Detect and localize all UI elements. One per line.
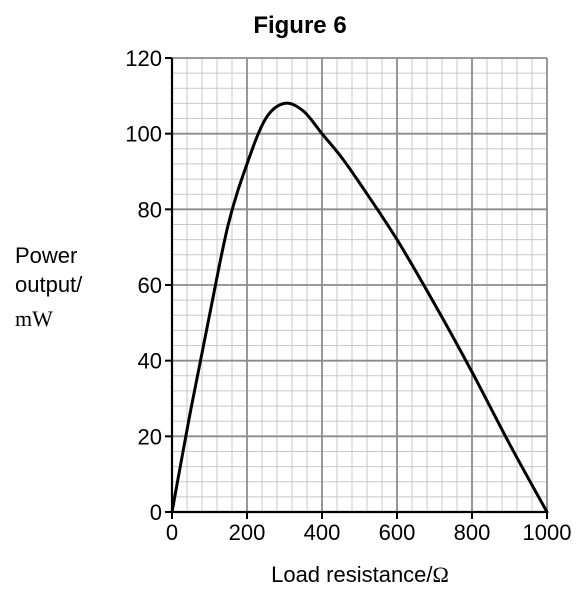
major-gridlines (171, 57, 548, 513)
y-tick-label: 80 (138, 197, 162, 222)
x-tick-label: 600 (379, 520, 416, 545)
power-curve-line (170, 101, 549, 514)
x-tick-label: 0 (166, 520, 178, 545)
y-tick-label: 0 (150, 500, 162, 525)
x-tick-label: 800 (454, 520, 491, 545)
x-axis-label-text: Load resistance/ (271, 562, 433, 587)
x-tick-label: 1000 (523, 520, 572, 545)
chart-title: Figure 6 (253, 12, 346, 39)
y-tick-label: 120 (125, 46, 162, 71)
series-layer (170, 101, 549, 514)
y-tick-labels: 0 20 40 60 80 100 120 (125, 46, 162, 525)
y-tick-label: 100 (125, 122, 162, 147)
x-axis-unit: Ω (433, 562, 449, 587)
y-tick-label: 40 (138, 349, 162, 374)
x-axis-label: Load resistance/Ω (271, 562, 449, 587)
x-tick-label: 400 (304, 520, 341, 545)
y-axis-unit: mW (15, 306, 53, 331)
x-tick-labels: 0 200 400 600 800 1000 (166, 520, 572, 545)
axes (165, 57, 548, 519)
y-tick-label: 20 (138, 424, 162, 449)
y-tick-label: 60 (138, 273, 162, 298)
x-tick-label: 200 (229, 520, 266, 545)
y-axis-label-line-2: output/ (15, 272, 83, 297)
y-axis-label-line-1: Power (15, 243, 77, 268)
